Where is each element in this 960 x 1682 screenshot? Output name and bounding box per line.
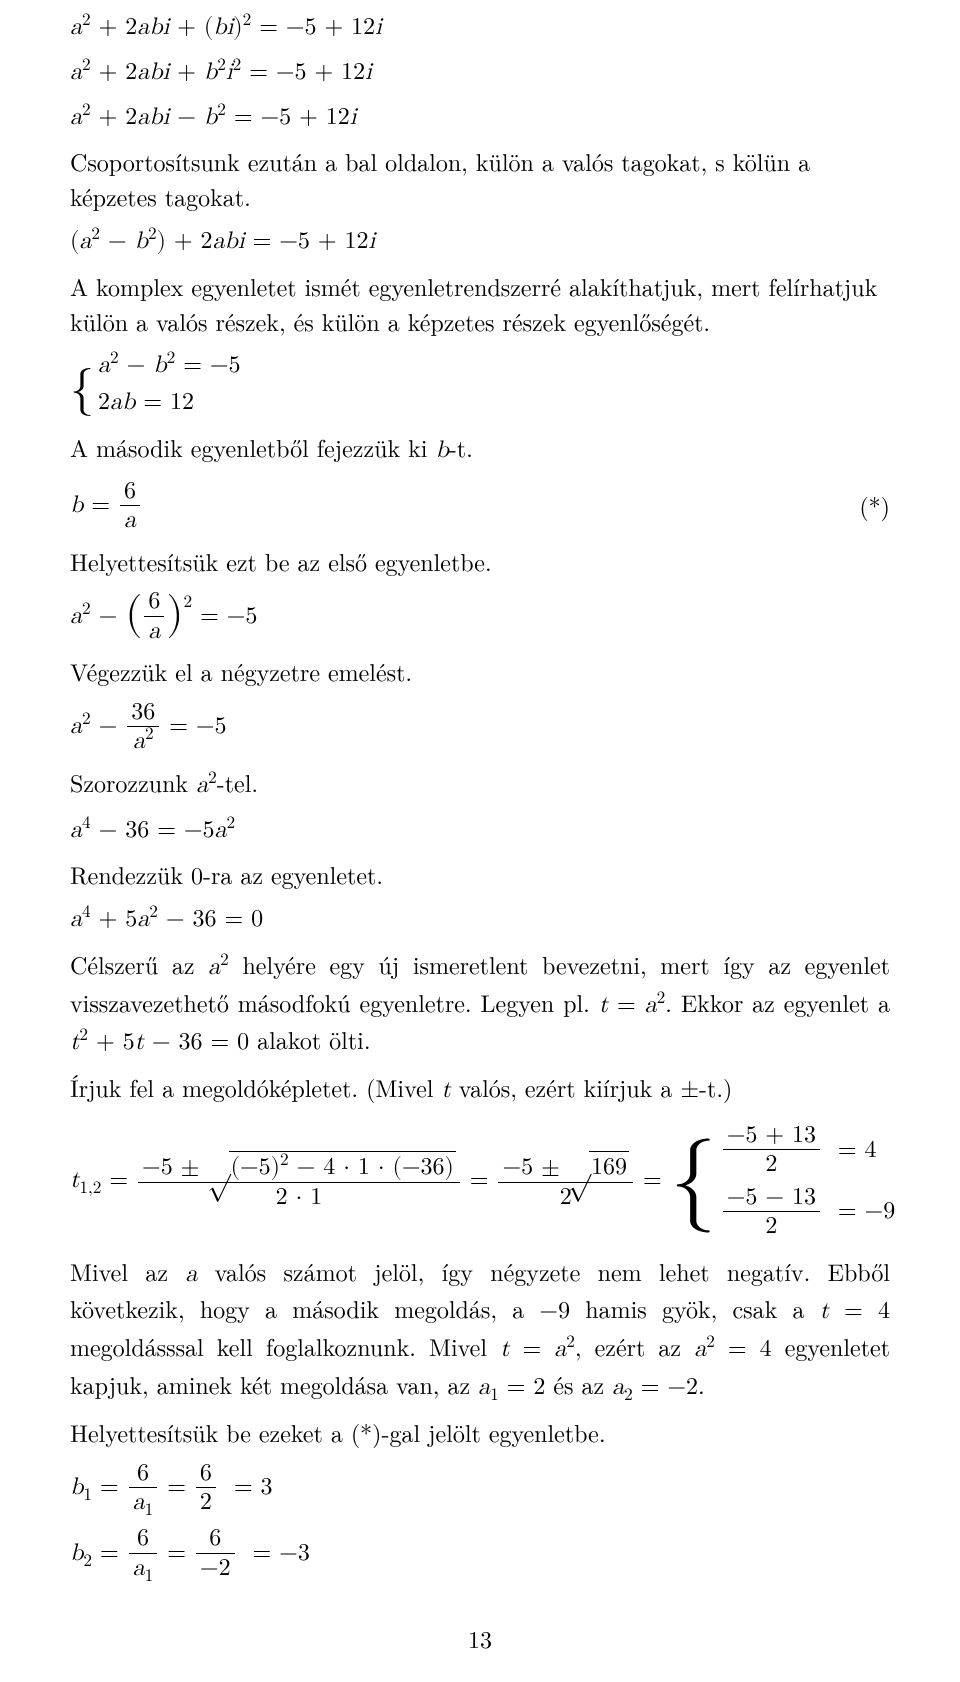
- paragraph-9: Írjuk fel a megoldóképletet. (Mivel t va…: [70, 1070, 890, 1108]
- page-content: a2 + 2abi + (bi)2 = −5 + 12i a2 + 2abi +…: [70, 10, 890, 1656]
- equation-line-4: (a2 − b2) + 2abi = −5 + 12i: [70, 224, 890, 259]
- paragraph-4: Helyettesítsük ezt be az első egyenletbe…: [70, 544, 890, 579]
- equation-sq: a2 − 36 a2 = −5: [70, 699, 890, 755]
- equation-b-def: b = 6 a (*): [70, 478, 890, 534]
- paragraph-5: Végezzük el a négyzetre emelést.: [70, 654, 890, 689]
- paragraph-2: A komplex egyenletet ismét egyenletrends…: [70, 269, 890, 339]
- system-row-2: 2ab = 12: [98, 385, 241, 420]
- paragraph-10: Mivel az a valós számot jelöl, így négyz…: [70, 1254, 890, 1405]
- equation-system-1: { a2 − b2 = −5 2ab = 12: [70, 348, 890, 420]
- frac-6-over-a: 6 a: [120, 478, 140, 534]
- paragraph-3: A második egyenletből fejezzük ki b-t.: [70, 430, 890, 468]
- equation-b1: b1 = 6 a1 = 6 2 = 3: [70, 1460, 890, 1516]
- equation-sub-1: a2 − ( 6 a ) 2 = −5: [70, 588, 890, 644]
- system-row-1: a2 − b2 = −5: [98, 348, 241, 383]
- equation-line-3: a2 + 2abi − b2 = −5 + 12i: [70, 100, 890, 135]
- equation-a4-2: a4 + 5a2 − 36 = 0: [70, 902, 890, 937]
- paragraph-11: Helyettesítsük be ezeket a (*)-gal jelöl…: [70, 1415, 890, 1450]
- paragraph-8: Célszerű az a2 helyére egy új ismeretlen…: [70, 947, 890, 1060]
- b-equals: b =: [70, 488, 118, 523]
- paragraph-7: Rendezzük 0-ra az egyenletet.: [70, 857, 890, 892]
- equation-line-2: a2 + 2abi + b2i2 = −5 + 12i: [70, 55, 890, 90]
- paragraph-6: Szorozzunk a2-tel.: [70, 765, 890, 803]
- paragraph-1: Csoportosítsunk ezután a bal oldalon, kü…: [70, 144, 890, 214]
- quadratic-formula: t1,2 = −5 ± √ (−5)2 − 4 · 1 · (−36) 2 · …: [70, 1122, 890, 1240]
- star-marker: (*): [859, 488, 890, 523]
- equation-line-1: a2 + 2abi + (bi)2 = −5 + 12i: [70, 10, 890, 45]
- equation-b2: b2 = 6 a1 = 6 −2 = −3: [70, 1525, 890, 1581]
- equation-a4-1: a4 − 36 = −5a2: [70, 813, 890, 848]
- page-number: 13: [70, 1621, 890, 1656]
